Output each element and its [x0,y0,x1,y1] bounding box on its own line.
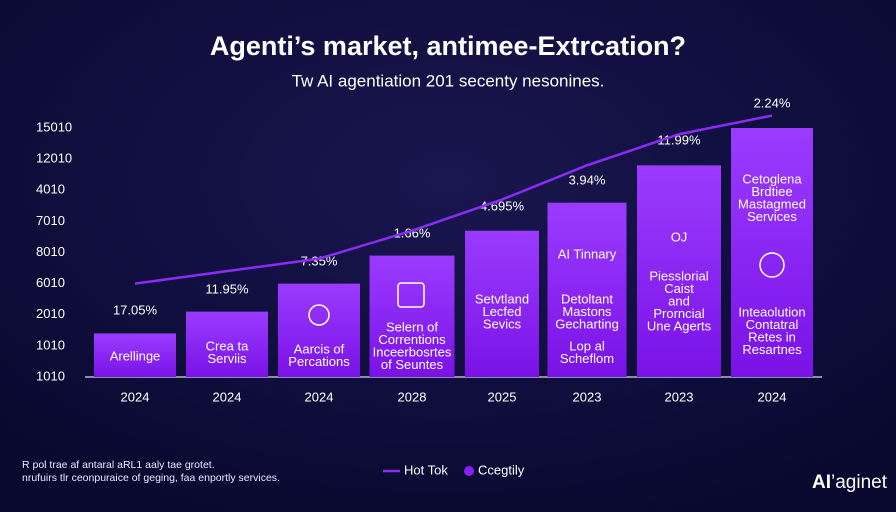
bar-text: Services [747,209,797,224]
x-tick-label: 2025 [488,389,517,404]
annotation: 11.95% [205,281,249,296]
bar-text: Caist [664,281,694,296]
x-tick-label: 2028 [398,389,427,404]
bar-text: Une Agerts [647,318,712,333]
annotation: 11.99% [657,132,701,147]
line [134,114,773,285]
bar-text: Arellinge [110,348,161,363]
y-tick-label: 2010 [36,306,65,321]
bar-text: Mastagmed [738,196,806,211]
legend-label: Ccegtily [478,462,525,477]
chart-subtitle: Tw AI agentiation 201 secenty nesonines. [292,71,605,90]
bar-text: Lop al [569,338,605,353]
footnote: nrufuirs tlr ceonpuraice of geging, faa … [22,472,280,484]
bar-text: Selern of [386,319,438,334]
bar [369,255,455,377]
bar-text: Cetoglena [742,171,802,186]
bar-text: Inteaolution [738,304,805,319]
bar-text: Lecfed [482,304,521,319]
annotation: 3.94% [569,172,606,187]
legend-label: Hot Tok [404,462,448,477]
footnote: R pol trae af antaral aRL1 aaly tae grot… [22,459,215,471]
bar-text: Resartnes [742,342,802,357]
legend-dot [464,466,474,476]
bar-text: Detoltant [561,291,613,306]
annotation: 2.24% [754,95,791,110]
chart-title: Agenti’s market, antimee-Extrcation? [210,31,686,61]
brand-name: ’aginet [831,472,888,493]
icon [759,252,785,278]
x-tick-label: 2024 [305,389,334,404]
bar [94,333,176,377]
brand-ai: AI [812,472,831,493]
x-tick-label: 2024 [213,389,242,404]
icon [397,282,425,308]
y-tick-label: 1010 [36,337,65,352]
x-tick-label: 2023 [573,389,602,404]
x-tick-label: 2024 [758,389,787,404]
x-tick-label: 2023 [665,389,694,404]
bar [465,230,539,377]
bar-text: Setvtland [475,291,529,306]
annotation: 17.05% [113,302,158,317]
bar-text: Serviis [207,351,247,366]
bar [637,165,721,377]
icon [308,304,330,326]
bar-text: Prorncial [653,306,704,321]
y-tick-label: 8010 [36,244,65,259]
brand: AI’aginet [812,472,888,493]
bar-text: Retes in [748,329,796,344]
x-tick-label: 2024 [121,389,150,404]
bar-text: Mastons [562,304,612,319]
y-tick-label: 15010 [36,119,72,134]
bar-text: Percations [288,354,350,369]
annotation: 1.66% [394,225,431,240]
bar-text: OJ [671,229,688,244]
bar [547,202,627,377]
bar-text: Piesslorial [649,268,708,283]
bar-text: Scheflom [560,351,614,366]
y-tick-label: 4010 [36,182,65,197]
y-tick-label: 12010 [36,151,72,166]
y-tick-label: 7010 [36,213,65,228]
bar-text: Inceerbosrtes [373,344,452,359]
bar-text: and [668,293,690,308]
bar [186,311,268,377]
bar-text: Sevics [483,316,522,331]
bar-text: AI Tinnary [558,246,617,261]
bar-text: Crea ta [206,338,249,353]
bar-text: Brdtiee [751,184,792,199]
bar [278,283,360,377]
bar-text: Contatral [746,317,799,332]
y-tick-label: 1010 [36,368,65,383]
bar-text: of Seuntes [381,357,444,372]
bar-text: Correntions [378,332,446,347]
y-tick-label: 6010 [36,275,65,290]
bar-text: Gecharting [555,316,619,331]
bar-text: Aarcis of [294,341,345,356]
annotation: 7.35% [301,253,338,268]
